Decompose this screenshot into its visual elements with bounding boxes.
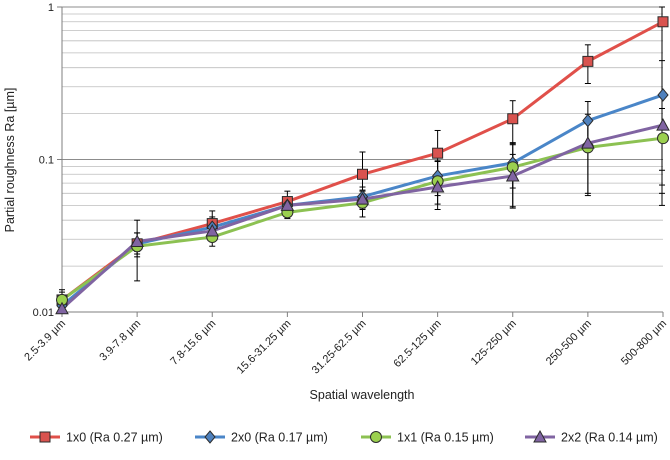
legend-label: 1x0 (Ra 0.27 µm) bbox=[66, 431, 163, 445]
legend: 1x0 (Ra 0.27 µm) 2x0 (Ra 0.17 µm) 1x1 (Ra … bbox=[30, 429, 658, 445]
legend-marker bbox=[204, 430, 216, 444]
data-point-0 bbox=[432, 147, 444, 159]
data-point-3 bbox=[430, 179, 445, 193]
x-tick-label: 31.25-62.5 µm bbox=[310, 318, 369, 377]
data-point-3 bbox=[130, 234, 144, 247]
legend-item: 1x0 (Ra 0.27 µm) bbox=[30, 431, 163, 445]
data-point-3 bbox=[581, 136, 595, 149]
data-point-3 bbox=[55, 301, 69, 315]
data-point-0 bbox=[582, 55, 594, 67]
x-tick-label: 125-250 µm bbox=[469, 318, 519, 368]
legend-marker bbox=[39, 431, 51, 443]
y-tick-label: 1 bbox=[48, 2, 54, 14]
data-point-0 bbox=[357, 168, 368, 180]
data-point-2 bbox=[657, 132, 669, 145]
data-point-3 bbox=[355, 192, 370, 205]
y-axis-title: Partial roughness Ra [µm] bbox=[3, 88, 17, 233]
data-point-3 bbox=[205, 223, 220, 237]
y-tick-labels: 0.01 0.1 1 bbox=[33, 2, 54, 319]
data-point-0 bbox=[657, 16, 669, 28]
x-tick-label: 3.9-7.8 µm bbox=[97, 318, 143, 364]
legend-label: 1x1 (Ra 0.15 µm) bbox=[397, 431, 494, 445]
data-point-3 bbox=[656, 118, 670, 131]
data-point-3 bbox=[280, 198, 295, 211]
legend-marker bbox=[533, 429, 547, 443]
gridlines bbox=[62, 6, 663, 313]
legend-item: 2x2 (Ra 0.14 µm) bbox=[525, 429, 658, 445]
x-tick-label: 15.6-31.25 µm bbox=[235, 318, 294, 377]
x-axis-title: Spatial wavelength bbox=[310, 388, 415, 402]
y-tick-label: 0.1 bbox=[39, 155, 54, 167]
x-tick-label: 62.5-125 µm bbox=[391, 318, 443, 370]
x-tick-label: 250-500 µm bbox=[544, 318, 594, 368]
legend-label: 2x2 (Ra 0.14 µm) bbox=[561, 431, 658, 445]
data-point-0 bbox=[507, 113, 519, 125]
x-tick-label: 2.5-3.9 µm bbox=[22, 318, 68, 364]
legend-item: 1x1 (Ra 0.15 µm) bbox=[361, 431, 494, 445]
x-tick-label: 7.8-15.6 µm bbox=[168, 318, 218, 368]
data-point-3 bbox=[505, 168, 520, 182]
legend-label: 2x0 (Ra 0.17 µm) bbox=[231, 431, 328, 445]
x-tick-label: 500-800 µm bbox=[619, 318, 669, 368]
y-tick-label: 0.01 bbox=[33, 307, 54, 319]
x-tick-labels: 2.5-3.9 µm 3.9-7.8 µm 7.8-15.6 µm 15.6-31.2… bbox=[22, 318, 669, 377]
legend-marker bbox=[370, 431, 382, 443]
legend-item: 2x0 (Ra 0.17 µm) bbox=[195, 430, 328, 445]
data-point-1 bbox=[657, 88, 669, 102]
series-markers bbox=[55, 16, 670, 315]
data-point-1 bbox=[582, 113, 594, 128]
axes bbox=[57, 6, 664, 317]
